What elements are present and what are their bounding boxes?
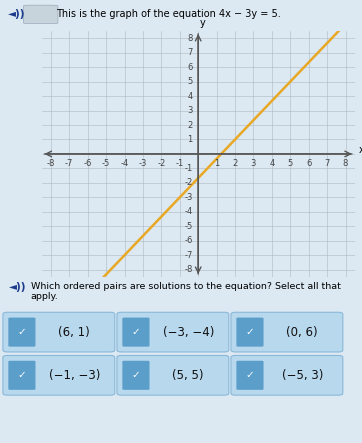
- Text: -7: -7: [65, 159, 73, 168]
- Text: (−5, 3): (−5, 3): [282, 369, 323, 382]
- Text: -1: -1: [184, 164, 193, 173]
- Text: 1: 1: [188, 135, 193, 144]
- Text: -2: -2: [157, 159, 165, 168]
- Text: 8: 8: [343, 159, 348, 168]
- Text: (0, 6): (0, 6): [286, 326, 318, 338]
- FancyBboxPatch shape: [8, 318, 35, 346]
- Text: -3: -3: [139, 159, 147, 168]
- Text: (6, 1): (6, 1): [58, 326, 90, 338]
- FancyBboxPatch shape: [122, 318, 150, 346]
- Text: ◄)): ◄)): [8, 9, 25, 19]
- Text: (−3, −4): (−3, −4): [163, 326, 214, 338]
- FancyBboxPatch shape: [236, 318, 264, 346]
- FancyBboxPatch shape: [236, 361, 264, 390]
- Text: -1: -1: [176, 159, 184, 168]
- Text: y: y: [200, 18, 206, 28]
- Text: 1: 1: [214, 159, 219, 168]
- Text: 3: 3: [251, 159, 256, 168]
- FancyBboxPatch shape: [122, 361, 150, 390]
- Text: 4: 4: [269, 159, 274, 168]
- Text: -8: -8: [47, 159, 55, 168]
- Text: -5: -5: [184, 222, 193, 231]
- Text: -4: -4: [184, 207, 193, 216]
- FancyBboxPatch shape: [231, 355, 343, 395]
- FancyBboxPatch shape: [231, 312, 343, 352]
- FancyBboxPatch shape: [3, 312, 115, 352]
- Text: 8: 8: [187, 34, 193, 43]
- Text: ✓: ✓: [17, 370, 26, 380]
- Text: ✓: ✓: [245, 327, 254, 337]
- Text: ✓: ✓: [17, 327, 26, 337]
- Text: -7: -7: [184, 251, 193, 260]
- Text: -2: -2: [184, 179, 193, 187]
- Text: ✓: ✓: [131, 370, 140, 380]
- Text: (5, 5): (5, 5): [172, 369, 204, 382]
- FancyBboxPatch shape: [117, 312, 229, 352]
- Text: ✓: ✓: [245, 370, 254, 380]
- Text: -8: -8: [184, 265, 193, 274]
- Text: 5: 5: [288, 159, 293, 168]
- Text: x: x: [358, 145, 362, 155]
- Text: ◄)): ◄)): [9, 282, 26, 292]
- Text: 2: 2: [232, 159, 238, 168]
- Text: 7: 7: [324, 159, 330, 168]
- Text: 7: 7: [187, 48, 193, 57]
- Text: -6: -6: [84, 159, 92, 168]
- Text: 4: 4: [188, 92, 193, 101]
- Text: -6: -6: [184, 236, 193, 245]
- Text: 5: 5: [188, 77, 193, 86]
- Text: -3: -3: [184, 193, 193, 202]
- Text: 3: 3: [187, 106, 193, 115]
- Text: ✓: ✓: [131, 327, 140, 337]
- Text: 2: 2: [188, 120, 193, 129]
- Text: -4: -4: [121, 159, 129, 168]
- Text: 6: 6: [306, 159, 311, 168]
- FancyBboxPatch shape: [3, 355, 115, 395]
- Text: (−1, −3): (−1, −3): [49, 369, 100, 382]
- FancyBboxPatch shape: [8, 361, 35, 390]
- Text: Which ordered pairs are solutions to the equation? Select all that apply.: Which ordered pairs are solutions to the…: [31, 282, 341, 301]
- Text: 6: 6: [187, 62, 193, 72]
- Text: This is the graph of the equation 4x − 3y = 5.: This is the graph of the equation 4x − 3…: [56, 9, 281, 19]
- FancyBboxPatch shape: [24, 5, 58, 23]
- Text: -5: -5: [102, 159, 110, 168]
- FancyBboxPatch shape: [117, 355, 229, 395]
